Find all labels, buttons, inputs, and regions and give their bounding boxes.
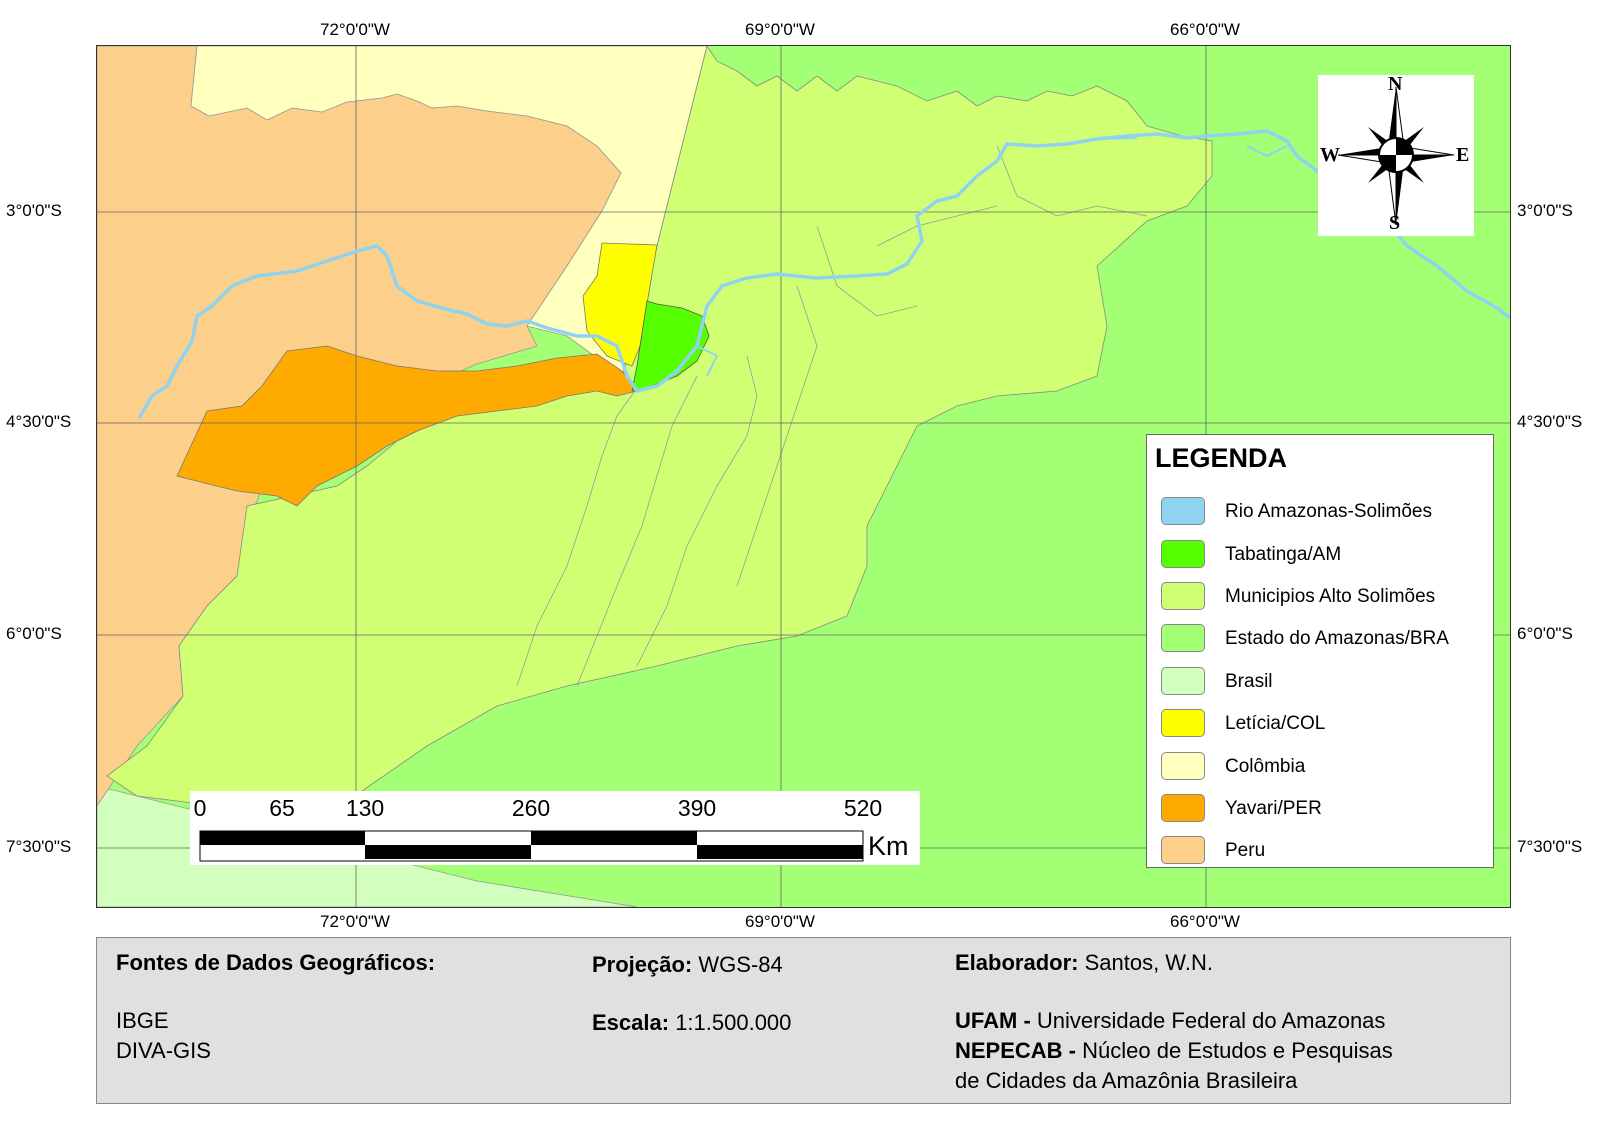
compass-south-label: S [1389, 212, 1401, 234]
projection-block: Projeção: WGS-84 Escala: 1:1.500.000 [592, 950, 791, 1038]
latitude-label-right-4-30: 4°30'0"S [1517, 412, 1583, 431]
legend-item-municipios: Municipios Alto Solimões [1161, 581, 1491, 613]
scale-tick-label: 390 [677, 795, 717, 821]
latitude-label-right-3: 3°0'0"S [1517, 201, 1573, 220]
ufam-label: UFAM - [955, 1008, 1031, 1033]
north-arrow: N S W E [1318, 73, 1474, 236]
legend-item-yavari: Yavari/PER [1161, 793, 1491, 825]
nepecab-label: NEPECAB - [955, 1038, 1077, 1063]
compass-rose-icon [1337, 86, 1455, 226]
longitude-label-top-72: 72°0'0"W [320, 20, 390, 39]
legend-swatch [1161, 624, 1205, 652]
scale-value: 1:1.500.000 [675, 1010, 792, 1035]
municipal-boundaries [516, 145, 1148, 687]
source-item: DIVA-GIS [116, 1038, 211, 1063]
river-branches [696, 137, 1288, 377]
latitude-label-right-7-30: 7°30'0"S [1517, 837, 1583, 856]
longitude-label-top-69: 69°0'0"W [745, 20, 815, 39]
legend-label: Letícia/COL [1225, 713, 1326, 734]
author-label: Elaborador: [955, 950, 1079, 975]
legend-title: LEGENDA [1155, 443, 1288, 473]
compass-north-label: N [1388, 73, 1403, 95]
latitude-label-right-6: 6°0'0"S [1517, 624, 1573, 643]
sources-block: Fontes de Dados Geográficos: IBGE DIVA-G… [116, 948, 435, 1066]
compass-east-label: E [1456, 144, 1470, 166]
legend-item-colombia: Colômbia [1161, 751, 1491, 783]
scale-bar: 0 65 130 260 390 520 Km [190, 791, 920, 865]
legend-item-brasil: Brasil [1161, 666, 1491, 698]
nepecab-value: Núcleo de Estudos e Pesquisas [1082, 1038, 1393, 1063]
nepecab-value-continued: de Cidades da Amazônia Brasileira [955, 1068, 1298, 1093]
region-leticia [582, 242, 658, 367]
scale-tick-label: 0 [193, 795, 207, 821]
author-value: Santos, W.N. [1084, 950, 1213, 975]
map-legend: LEGENDA Rio Amazonas-Solimões Tabatinga/… [1146, 434, 1494, 868]
latitude-label-left-6: 6°0'0"S [6, 624, 62, 643]
region-tabatinga [631, 300, 710, 392]
legend-label: Municipios Alto Solimões [1225, 586, 1436, 607]
scale-unit-label: Km [868, 831, 909, 861]
longitude-label-bottom-72: 72°0'0"W [320, 912, 390, 931]
legend-swatch [1161, 667, 1205, 695]
projection-value: WGS-84 [698, 952, 783, 977]
longitude-label-bottom-69: 69°0'0"W [745, 912, 815, 931]
legend-label: Rio Amazonas-Solimões [1225, 501, 1432, 522]
source-item: IBGE [116, 1008, 169, 1033]
river-amazonas-solimoes [137, 129, 1510, 419]
legend-item-leticia: Letícia/COL [1161, 708, 1491, 740]
author-block: Elaborador: Santos, W.N. UFAM - Universi… [955, 948, 1393, 1096]
scale-tick-label: 520 [843, 795, 883, 821]
legend-label: Colômbia [1225, 756, 1306, 777]
longitude-label-top-66: 66°0'0"W [1170, 20, 1240, 39]
projection-label: Projeção: [592, 952, 693, 977]
scale-bar-graphic [199, 830, 864, 862]
longitude-label-bottom-66: 66°0'0"W [1170, 912, 1240, 931]
scale-label: Escala: [592, 1010, 670, 1035]
compass-west-label: W [1320, 144, 1340, 166]
scale-tick-label: 65 [269, 795, 295, 821]
legend-label: Tabatinga/AM [1225, 544, 1342, 565]
legend-swatch [1161, 540, 1205, 568]
legend-swatch [1161, 836, 1205, 864]
legend-label: Peru [1225, 840, 1266, 861]
scale-tick-label: 130 [345, 795, 385, 821]
legend-swatch [1161, 497, 1205, 525]
ufam-value: Universidade Federal do Amazonas [1036, 1008, 1386, 1033]
legend-swatch [1161, 582, 1205, 610]
legend-item-amazonas: Estado do Amazonas/BRA [1161, 623, 1491, 655]
legend-item-peru: Peru [1161, 835, 1491, 867]
map-svg [97, 46, 1510, 907]
scale-tick-label: 260 [511, 795, 551, 821]
legend-swatch [1161, 794, 1205, 822]
legend-label: Brasil [1225, 671, 1273, 692]
legend-swatch [1161, 709, 1205, 737]
legend-item-rio: Rio Amazonas-Solimões [1161, 496, 1491, 528]
legend-label: Estado do Amazonas/BRA [1225, 628, 1449, 649]
legend-swatch [1161, 752, 1205, 780]
legend-item-tabatinga: Tabatinga/AM [1161, 539, 1491, 571]
latitude-label-left-4-30: 4°30'0"S [6, 412, 72, 431]
region-municipios [106, 46, 1213, 837]
latitude-label-left-3: 3°0'0"S [6, 201, 62, 220]
map-canvas[interactable] [96, 45, 1511, 908]
latitude-label-left-7-30: 7°30'0"S [6, 837, 72, 856]
map-info-panel: Fontes de Dados Geográficos: IBGE DIVA-G… [96, 937, 1511, 1104]
sources-label: Fontes de Dados Geográficos: [116, 950, 436, 975]
legend-label: Yavari/PER [1225, 798, 1322, 819]
